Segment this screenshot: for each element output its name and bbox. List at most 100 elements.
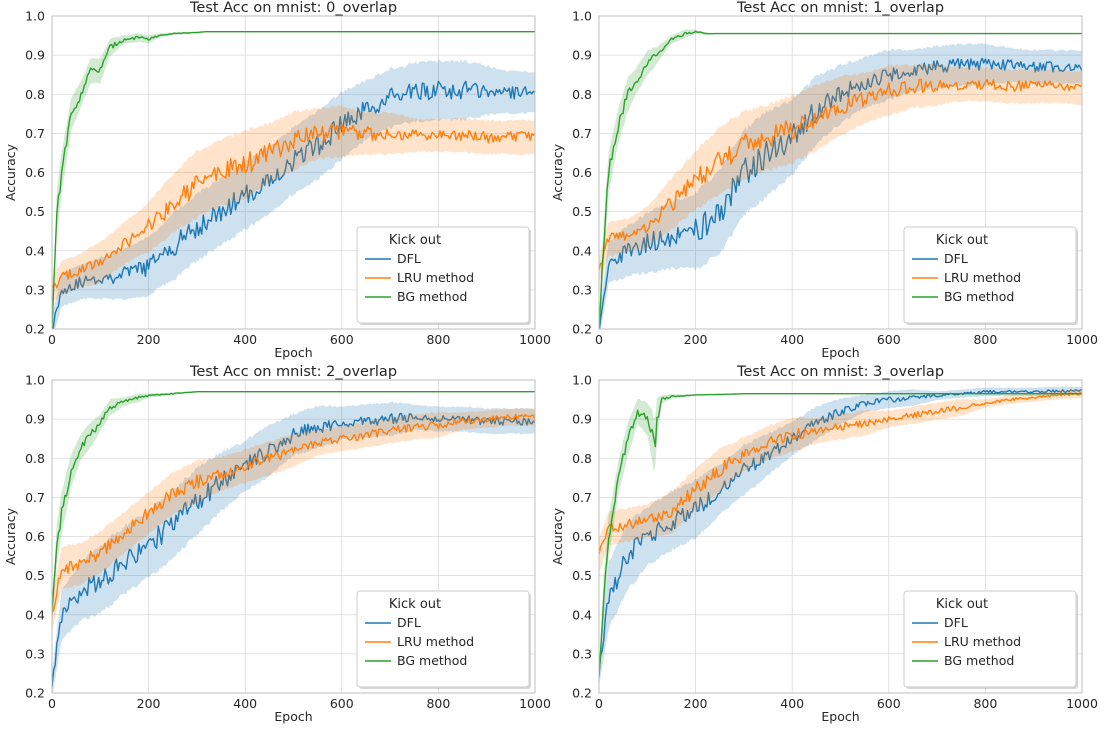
- legend-entry: BG method: [397, 653, 467, 668]
- legend-box: [903, 226, 1077, 324]
- series-line-dfl: [599, 389, 1082, 674]
- x-tick-label: 0: [48, 696, 56, 711]
- series-line-lru-method: [52, 413, 535, 614]
- series-band-bg-method: [599, 29, 1082, 329]
- series-band-bg-method: [52, 31, 535, 329]
- y-tick-label: 0.9: [572, 48, 592, 63]
- legend-entry: DFL: [397, 615, 421, 630]
- y-tick-label: 0.3: [572, 646, 592, 661]
- x-tick-label: 800: [973, 696, 997, 711]
- series-line-bg-method: [52, 391, 535, 612]
- x-tick-label: 1000: [519, 332, 551, 347]
- x-tick-label: 800: [426, 696, 450, 711]
- y-tick-label: 0.5: [572, 568, 592, 583]
- x-tick-label: 200: [137, 696, 161, 711]
- legend-entry: DFL: [397, 251, 421, 266]
- y-tick-label: 0.8: [572, 451, 592, 466]
- legend-entry: LRU method: [944, 634, 1021, 649]
- y-tick-label: 0.2: [572, 686, 592, 701]
- legend: Kick out DFL LRU method BG method: [356, 590, 531, 689]
- x-axis-label: Epoch: [274, 709, 312, 724]
- x-tick-label: 800: [973, 332, 997, 347]
- series-line-lru-method: [52, 123, 535, 289]
- y-tick-label: 0.5: [25, 204, 45, 219]
- x-axis-label: Epoch: [821, 709, 859, 724]
- series-line-lru-method: [599, 391, 1082, 555]
- y-tick-label: 0.5: [25, 568, 45, 583]
- y-axis-label: Accuracy: [3, 143, 18, 201]
- y-tick-label: 0.5: [572, 204, 592, 219]
- series-line-bg-method: [599, 393, 1082, 678]
- legend-title: Kick out: [389, 597, 441, 612]
- y-tick-label: 0.9: [25, 412, 45, 427]
- x-tick-label: 800: [426, 332, 450, 347]
- y-tick-label: 0.8: [25, 451, 45, 466]
- plot-area: [599, 29, 1082, 329]
- axes-frame: [598, 379, 1083, 694]
- x-tick-label: 400: [780, 332, 804, 347]
- series-band-dfl: [52, 401, 535, 693]
- y-tick-label: 0.7: [572, 126, 592, 141]
- series-band-lru-method: [599, 62, 1082, 283]
- legend-box: [356, 590, 530, 688]
- series-band-bg-method: [599, 393, 1082, 686]
- y-tick-label: 0.3: [25, 646, 45, 661]
- x-tick-label: 0: [595, 696, 603, 711]
- series-line-dfl: [52, 80, 535, 329]
- x-tick-label: 600: [330, 696, 354, 711]
- legend: Kick out DFL LRU method BG method: [356, 226, 531, 325]
- y-tick-label: 0.4: [572, 607, 592, 622]
- legend-entry: LRU method: [397, 634, 474, 649]
- series-band-dfl: [52, 59, 535, 329]
- legend-entry: LRU method: [944, 270, 1021, 285]
- y-tick-label: 0.6: [572, 165, 592, 180]
- plot-area: [52, 391, 535, 693]
- y-tick-label: 0.4: [572, 243, 592, 258]
- x-tick-label: 400: [780, 696, 804, 711]
- y-tick-label: 0.4: [25, 243, 45, 258]
- series-band-dfl: [599, 386, 1082, 686]
- legend-entry: BG method: [397, 289, 467, 304]
- y-tick-label: 0.8: [572, 87, 592, 102]
- y-tick-label: 0.7: [572, 490, 592, 505]
- legend: Kick out DFL LRU method BG method: [903, 226, 1078, 325]
- x-tick-label: 1000: [519, 696, 551, 711]
- y-tick-label: 0.2: [572, 322, 592, 337]
- legend-box: [903, 590, 1077, 688]
- chart-title: Test Acc on mnist: 0_overlap: [189, 0, 397, 16]
- chart-panel-0: 0 200 400 600 800 1000 0.2 0.3 0.4 0.5 0.6 0.7 0.8 0.…: [3, 0, 551, 360]
- chart-title: Test Acc on mnist: 3_overlap: [736, 364, 944, 380]
- series-line-dfl: [599, 57, 1082, 329]
- y-tick-label: 1.0: [572, 373, 592, 388]
- chart-panel-3: 0 200 400 600 800 1000 0.2 0.3 0.4 0.5 0.6 0.7 0.8 0.…: [550, 364, 1098, 724]
- y-tick-label: 0.7: [25, 490, 45, 505]
- legend-entry: LRU method: [397, 270, 474, 285]
- x-tick-label: 200: [137, 332, 161, 347]
- chart-panel-2: 0 200 400 600 800 1000 0.2 0.3 0.4 0.5 0.6 0.7 0.8 0.…: [3, 364, 551, 724]
- y-tick-label: 1.0: [25, 373, 45, 388]
- series-line-bg-method: [52, 31, 535, 329]
- x-axis-label: Epoch: [274, 345, 312, 360]
- legend-title: Kick out: [936, 233, 988, 248]
- legend-title: Kick out: [936, 597, 988, 612]
- x-tick-label: 0: [48, 332, 56, 347]
- y-tick-label: 0.9: [572, 412, 592, 427]
- chart-title: Test Acc on mnist: 2_overlap: [189, 364, 397, 380]
- legend-entry: BG method: [944, 289, 1014, 304]
- y-tick-label: 0.3: [572, 282, 592, 297]
- x-tick-label: 600: [877, 332, 901, 347]
- y-tick-label: 0.7: [25, 126, 45, 141]
- y-tick-label: 0.9: [25, 48, 45, 63]
- legend-box: [356, 226, 530, 324]
- legend-entry: DFL: [944, 615, 968, 630]
- legend-entry: DFL: [944, 251, 968, 266]
- y-tick-label: 1.0: [572, 9, 592, 24]
- x-tick-label: 200: [684, 696, 708, 711]
- y-axis-label: Accuracy: [3, 507, 18, 565]
- x-tick-label: 1000: [1066, 332, 1098, 347]
- plot-area: [599, 386, 1082, 686]
- y-tick-label: 0.8: [25, 87, 45, 102]
- chart-title: Test Acc on mnist: 1_overlap: [736, 0, 944, 16]
- series-line-lru-method: [599, 78, 1082, 270]
